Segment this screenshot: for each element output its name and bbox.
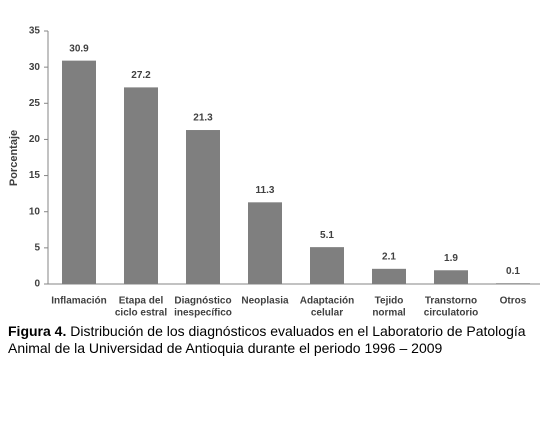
x-tick-label: ciclo estral (115, 308, 167, 319)
value-label: 2.1 (382, 251, 396, 262)
caption-text: Distribución de los diagnósticos evaluad… (8, 323, 526, 356)
bar (434, 270, 468, 284)
x-tick-label: Otros (500, 296, 527, 307)
x-tick-label: circulatorio (424, 308, 478, 319)
y-tick-label: 15 (29, 170, 41, 181)
bar (372, 268, 406, 284)
value-label: 27.2 (131, 70, 151, 81)
value-label: 21.3 (193, 113, 213, 124)
value-label: 1.9 (444, 253, 458, 264)
caption: Figura 4. Distribución de los diagnóstic… (8, 323, 538, 357)
chart: Porcentaje 0 5 10 15 20 25 30 35 Inflamación 30.9… (8, 26, 540, 319)
value-label: 30.9 (69, 43, 89, 54)
y-tick-label: 10 (29, 206, 41, 217)
x-tick-label: inespecífico (174, 308, 232, 319)
y-tick-label: 30 (29, 62, 41, 73)
x-tick-label: normal (372, 308, 406, 319)
bar (248, 202, 282, 284)
x-tick-label: Etapa del (119, 296, 164, 307)
caption-label: Figura 4. (8, 323, 67, 339)
y-tick-label: 35 (29, 26, 41, 37)
bar (62, 60, 96, 284)
bar (124, 87, 158, 284)
x-tick-label: Transtorno (425, 296, 477, 307)
bar (496, 283, 530, 284)
y-axis-label: Porcentaje (8, 130, 20, 186)
bar (186, 130, 220, 284)
y-tick-label: 0 (34, 279, 40, 290)
x-tick-label: Diagnóstico (174, 296, 231, 307)
value-label: 0.1 (506, 266, 520, 277)
bar (310, 247, 344, 284)
y-tick-label: 5 (34, 242, 40, 253)
x-tick-label: celular (311, 308, 343, 319)
x-tick-label: Adaptación (300, 296, 354, 307)
x-tick-label: Neoplasia (241, 296, 289, 307)
value-label: 5.1 (320, 230, 334, 241)
value-label: 11.3 (256, 185, 275, 196)
x-tick-label: Tejido (375, 296, 404, 307)
y-tick-label: 20 (29, 134, 41, 145)
x-tick-label: Inflamación (51, 296, 107, 307)
y-tick-label: 25 (29, 98, 41, 109)
